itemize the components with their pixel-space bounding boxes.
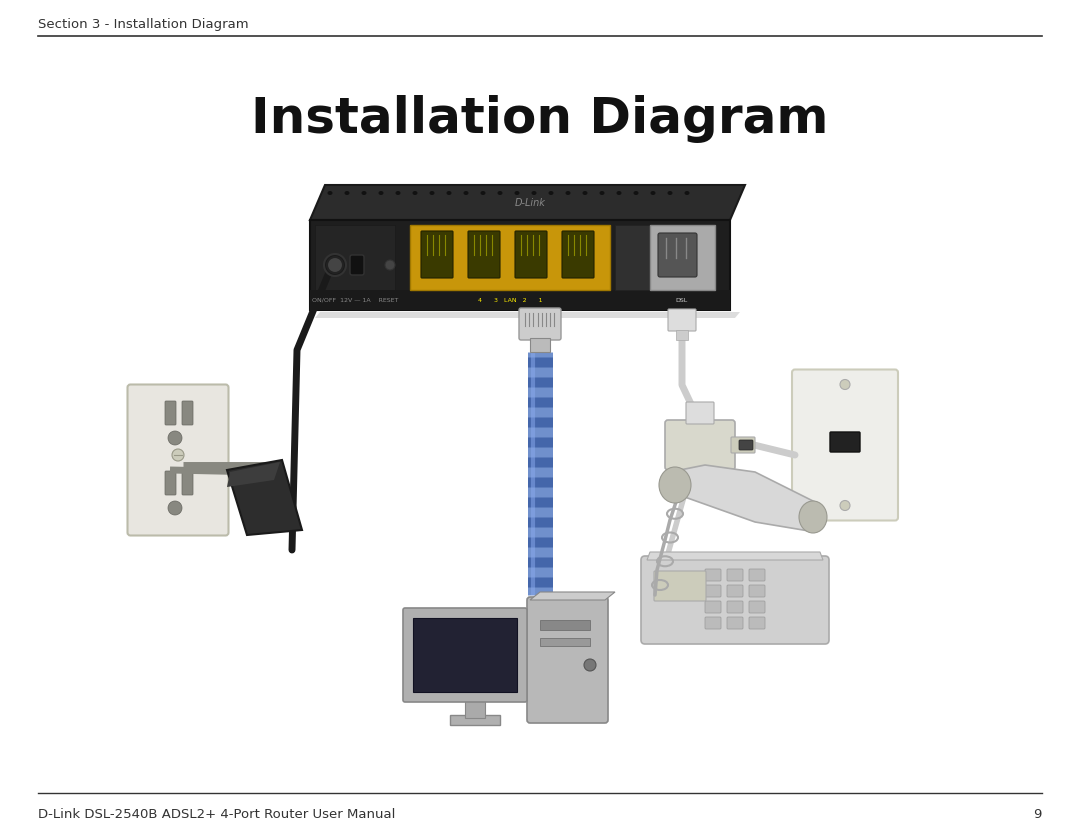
FancyBboxPatch shape <box>183 401 193 425</box>
FancyBboxPatch shape <box>658 233 697 277</box>
Ellipse shape <box>531 191 537 195</box>
Ellipse shape <box>172 449 184 461</box>
FancyBboxPatch shape <box>705 585 721 597</box>
FancyBboxPatch shape <box>686 402 714 424</box>
Ellipse shape <box>430 191 434 195</box>
Ellipse shape <box>514 191 519 195</box>
Polygon shape <box>227 460 302 535</box>
FancyBboxPatch shape <box>750 569 765 581</box>
FancyBboxPatch shape <box>750 617 765 629</box>
Ellipse shape <box>667 191 673 195</box>
FancyBboxPatch shape <box>468 231 500 278</box>
FancyBboxPatch shape <box>727 617 743 629</box>
FancyBboxPatch shape <box>731 437 755 453</box>
FancyBboxPatch shape <box>750 585 765 597</box>
Polygon shape <box>647 552 823 560</box>
FancyBboxPatch shape <box>350 255 364 275</box>
Bar <box>450 715 500 725</box>
FancyBboxPatch shape <box>705 569 721 581</box>
FancyBboxPatch shape <box>642 556 829 644</box>
FancyBboxPatch shape <box>527 597 608 723</box>
FancyBboxPatch shape <box>727 601 743 613</box>
FancyBboxPatch shape <box>665 420 735 470</box>
Ellipse shape <box>446 191 451 195</box>
Bar <box>315 225 395 305</box>
Ellipse shape <box>685 191 689 195</box>
Bar <box>615 225 685 290</box>
Polygon shape <box>310 185 745 220</box>
Text: Section 3 - Installation Diagram: Section 3 - Installation Diagram <box>38 18 248 31</box>
Bar <box>530 338 550 352</box>
Ellipse shape <box>599 191 605 195</box>
Ellipse shape <box>659 467 691 503</box>
Ellipse shape <box>463 191 469 195</box>
Ellipse shape <box>634 191 638 195</box>
Bar <box>310 290 730 310</box>
FancyBboxPatch shape <box>403 608 527 702</box>
FancyBboxPatch shape <box>705 601 721 613</box>
Polygon shape <box>315 312 740 318</box>
Ellipse shape <box>617 191 621 195</box>
Ellipse shape <box>327 257 343 273</box>
FancyBboxPatch shape <box>127 384 229 535</box>
Ellipse shape <box>327 191 333 195</box>
Text: DSL: DSL <box>676 298 688 303</box>
FancyBboxPatch shape <box>792 369 897 520</box>
FancyBboxPatch shape <box>654 571 706 601</box>
Text: ON/OFF  12V — 1A    RESET: ON/OFF 12V — 1A RESET <box>312 298 399 303</box>
Text: D-Link DSL-2540B ADSL2+ 4-Port Router User Manual: D-Link DSL-2540B ADSL2+ 4-Port Router Us… <box>38 808 395 821</box>
FancyBboxPatch shape <box>165 471 176 495</box>
Ellipse shape <box>362 191 366 195</box>
Ellipse shape <box>582 191 588 195</box>
FancyBboxPatch shape <box>165 401 176 425</box>
Ellipse shape <box>345 191 350 195</box>
Text: 9: 9 <box>1034 808 1042 821</box>
Polygon shape <box>530 592 615 600</box>
FancyBboxPatch shape <box>750 601 765 613</box>
FancyBboxPatch shape <box>183 471 193 495</box>
FancyBboxPatch shape <box>515 231 546 278</box>
Text: Installation Diagram: Installation Diagram <box>252 95 828 143</box>
Ellipse shape <box>481 191 486 195</box>
Bar <box>676 330 688 340</box>
FancyBboxPatch shape <box>562 231 594 278</box>
Ellipse shape <box>549 191 554 195</box>
Ellipse shape <box>566 191 570 195</box>
Ellipse shape <box>840 379 850 389</box>
Bar <box>650 225 715 290</box>
FancyBboxPatch shape <box>519 308 561 340</box>
Text: 4      3   LAN   2      1: 4 3 LAN 2 1 <box>477 298 542 303</box>
Ellipse shape <box>840 500 850 510</box>
FancyBboxPatch shape <box>727 585 743 597</box>
Bar <box>410 225 610 290</box>
Bar <box>540 638 590 646</box>
FancyBboxPatch shape <box>727 569 743 581</box>
Ellipse shape <box>168 431 183 445</box>
Ellipse shape <box>330 260 340 270</box>
Bar <box>540 620 590 630</box>
FancyBboxPatch shape <box>669 309 696 331</box>
FancyBboxPatch shape <box>831 432 860 452</box>
Bar <box>413 618 517 692</box>
Ellipse shape <box>324 254 346 276</box>
Ellipse shape <box>584 659 596 671</box>
Polygon shape <box>665 465 823 532</box>
Bar <box>465 690 485 718</box>
Ellipse shape <box>799 501 827 533</box>
FancyBboxPatch shape <box>739 440 753 450</box>
Ellipse shape <box>650 191 656 195</box>
Ellipse shape <box>395 191 401 195</box>
Text: D-Link: D-Link <box>514 198 545 208</box>
Ellipse shape <box>498 191 502 195</box>
Bar <box>310 220 730 310</box>
Polygon shape <box>227 462 280 487</box>
FancyBboxPatch shape <box>705 617 721 629</box>
FancyBboxPatch shape <box>421 231 453 278</box>
Ellipse shape <box>378 191 383 195</box>
Ellipse shape <box>384 260 395 270</box>
Ellipse shape <box>168 501 183 515</box>
Ellipse shape <box>413 191 418 195</box>
